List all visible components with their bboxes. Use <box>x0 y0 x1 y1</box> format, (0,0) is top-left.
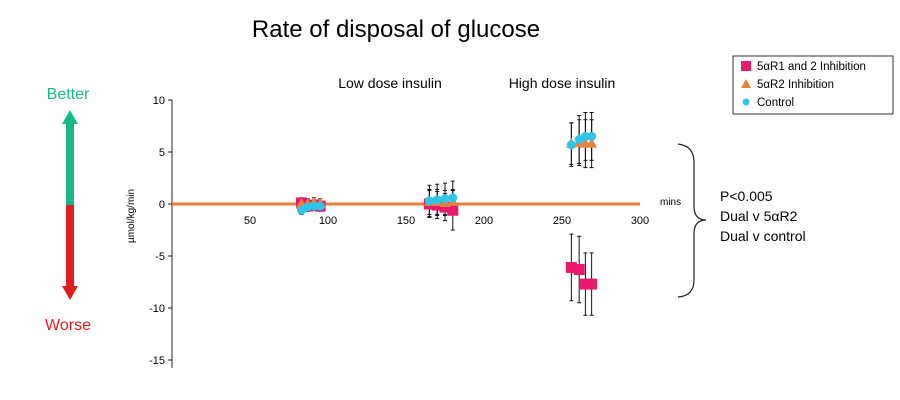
x-tick-label: 50 <box>244 215 256 227</box>
x-tick-label: 300 <box>631 215 649 227</box>
low-dose-label: Low dose insulin <box>338 75 442 91</box>
x-axis-label: mins <box>660 197 681 208</box>
dual-inhibition-point <box>586 278 598 290</box>
y-tick-label: -10 <box>149 303 165 315</box>
control-point <box>424 196 434 206</box>
x-tick-labels: 50 100 150 200 250 300 <box>244 215 649 227</box>
worse-arrow-shaft <box>66 205 74 287</box>
5ar2-inhibition-point <box>586 137 598 148</box>
error-bars <box>299 111 594 316</box>
legend-label-dual: 5αR1 and 2 Inhibition <box>757 61 866 73</box>
control-point <box>432 195 442 205</box>
down-arrow-icon <box>62 286 78 300</box>
y-tick-label: 5 <box>159 147 165 159</box>
control-point <box>315 201 325 211</box>
y-tick-labels: 10 5 0 -5 -10 -15 <box>149 95 172 367</box>
dual-inhibition-point <box>565 261 577 273</box>
x-tick-label: 150 <box>397 215 415 227</box>
dual-inhibition-point <box>573 264 585 276</box>
data-markers <box>295 131 598 290</box>
legend: 5αR1 and 2 Inhibition 5αR2 Inhibition Co… <box>732 55 894 115</box>
dual-inhibition-point <box>447 204 459 216</box>
better-worse-indicator: Better Worse <box>45 86 91 334</box>
legend-label-control: Control <box>757 97 794 109</box>
y-axis-label: µmol/kg/min <box>126 189 137 243</box>
legend-box <box>732 55 894 115</box>
worse-label: Worse <box>45 317 91 334</box>
legend-marker-circle <box>742 98 750 106</box>
legend-label-5ar2: 5αR2 Inhibition <box>757 79 834 91</box>
control-point <box>566 140 576 150</box>
y-tick-label: 10 <box>153 95 165 107</box>
x-tick-label: 200 <box>475 215 493 227</box>
x-tick-label: 100 <box>319 215 337 227</box>
better-label: Better <box>47 86 90 103</box>
dual-inhibition-point <box>579 278 591 290</box>
significance-brace <box>677 143 707 298</box>
dual-inhibition-point <box>439 201 451 213</box>
legend-marker-square <box>741 61 751 71</box>
control-point <box>587 131 597 141</box>
control-point <box>440 194 450 204</box>
y-tick-label: 0 <box>159 199 165 211</box>
high-dose-label: High dose insulin <box>509 75 616 91</box>
legend-marker-triangle <box>741 79 751 88</box>
better-arrow-shaft <box>66 123 74 205</box>
stats-line-1: P<0.005 <box>720 188 773 204</box>
chart-title: Rate of disposal of glucose <box>252 16 540 43</box>
stats-line-2: Dual v 5αR2 <box>720 208 798 224</box>
stats-line-3: Dual v control <box>720 228 806 244</box>
control-point <box>448 193 458 203</box>
control-point <box>580 131 590 141</box>
up-arrow-icon <box>62 110 78 124</box>
y-tick-label: -5 <box>155 251 165 263</box>
control-point <box>309 201 319 211</box>
x-tick-label: 250 <box>553 215 571 227</box>
y-tick-label: -15 <box>149 355 165 367</box>
